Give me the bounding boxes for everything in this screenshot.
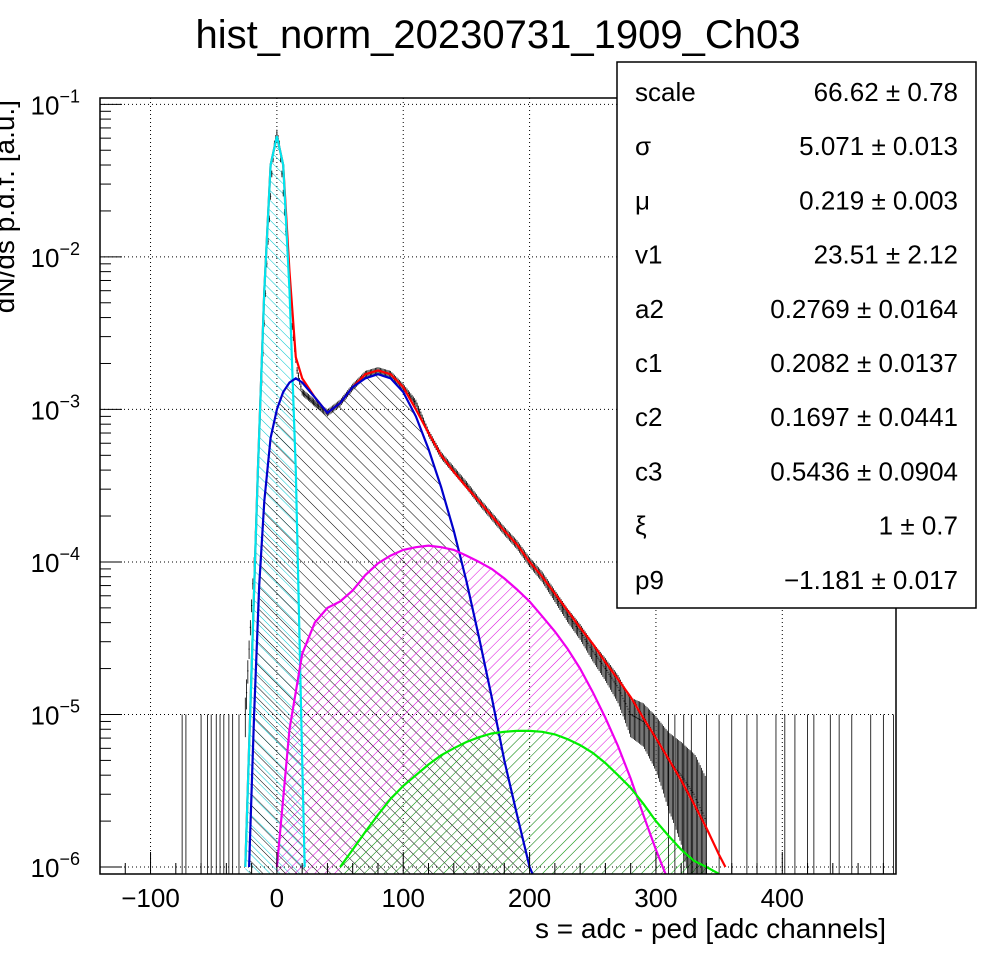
stats-value: 23.51 ± 2.12 [814, 240, 958, 270]
x-tick-label: −100 [121, 883, 180, 913]
stats-name: scale [635, 77, 696, 107]
series-line-5 [339, 729, 720, 874]
stats-box: scale 66.62 ± 0.78 σ 5.071 ± 0.013 μ 0.219 ± … [616, 61, 977, 609]
series-fill-5 [340, 730, 720, 874]
y-tick-label: 10−2 [31, 239, 80, 273]
stats-name: c2 [635, 402, 662, 432]
stats-value: 0.219 ± 0.003 [799, 185, 958, 215]
x-tick-label: 400 [761, 883, 804, 913]
y-tick-label: 10−3 [31, 391, 80, 425]
stats-name: a2 [635, 294, 664, 324]
stats-value: 0.1697 ± 0.0441 [770, 402, 958, 432]
series-line-2 [244, 135, 306, 868]
stats-name: μ [635, 185, 650, 215]
stats-name: c3 [635, 456, 662, 486]
stats-value: 0.2769 ± 0.0164 [770, 294, 958, 324]
y-tick-label: 10−5 [31, 696, 80, 730]
stats-value: 66.62 ± 0.78 [814, 77, 958, 107]
stats-name: p9 [635, 565, 664, 595]
x-axis-label: s = adc - ped [adc channels] [535, 913, 886, 944]
stats-box-frame [616, 61, 977, 609]
x-ticks: −100 0 100 200 300 400 [99, 852, 884, 913]
y-ticks: 10−1 10−2 10−3 10−4 10−5 10−6 [31, 86, 122, 883]
stats-value: 1 ± 0.7 [879, 511, 958, 541]
x-tick-label: 200 [508, 883, 551, 913]
stats-name: c1 [635, 348, 662, 378]
series-line-4 [275, 544, 667, 874]
x-tick-label: 300 [634, 883, 677, 913]
x-tick-label: 0 [270, 883, 284, 913]
stats-name: v1 [635, 240, 662, 270]
series-line-3 [248, 373, 534, 874]
stats-name: ξ [635, 511, 647, 541]
stats-name: σ [635, 131, 651, 161]
stats-value: 0.5436 ± 0.0904 [770, 456, 958, 486]
y-tick-label: 10−6 [31, 849, 80, 883]
series-line-1 [244, 135, 727, 868]
stats-value: 0.2082 ± 0.0137 [770, 348, 958, 378]
y-tick-label: 10−1 [31, 86, 80, 120]
chart-title: hist_norm_20230731_1909_Ch03 [196, 13, 801, 57]
stats-value: 5.071 ± 0.013 [799, 131, 958, 161]
y-tick-label: 10−4 [31, 544, 80, 578]
x-tick-label: 100 [382, 883, 425, 913]
y-axis-label: dN/ds p.d.f. [a.u.] [0, 100, 20, 313]
curves [244, 135, 727, 874]
stats-value: −1.181 ± 0.017 [784, 565, 958, 595]
